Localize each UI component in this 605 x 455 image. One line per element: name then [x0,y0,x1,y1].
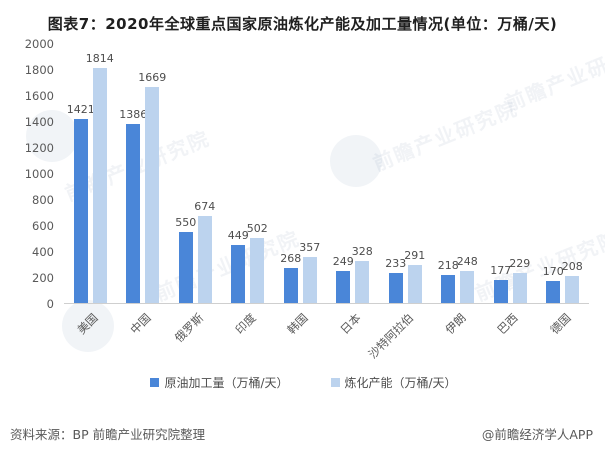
footer: 资料来源：BP 前瞻产业研究院整理 @前瞻经济学人APP [0,418,605,455]
bar[interactable]: 177 [490,264,511,303]
bar[interactable]: 1421 [67,103,95,303]
bar-value-label: 1386 [119,107,148,121]
legend-item[interactable]: 炼化产能（万桶/天） [330,374,457,391]
legend-label: 原油加工量（万桶/天） [164,376,289,390]
x-axis-category-label: 日本 [337,310,364,337]
bar[interactable]: 550 [175,216,196,303]
x-axis-category-label: 德国 [547,310,574,337]
bar[interactable]: 357 [299,241,320,303]
bar-value-label: 249 [332,254,354,268]
bar[interactable]: 1669 [138,71,166,303]
bar-group: 177 229 巴西 [484,44,537,337]
y-tick-label: 1200 [24,141,54,155]
bar[interactable]: 328 [352,245,373,303]
bar-group: 1386 1669 中国 [117,44,170,337]
bar-value-label: 328 [351,244,373,258]
bar[interactable]: 674 [194,200,215,303]
bar-value-label: 229 [509,257,531,271]
plot-area: 1421 1814 美国 1386 1669 中国 550 674 俄罗斯 449 502 印度 268… [64,44,590,361]
y-tick-label: 1400 [24,115,54,129]
bar-group: 1421 1814 美国 [64,44,117,337]
bar[interactable]: 449 [228,229,249,303]
credit-note: @前瞻经济学人APP [481,427,593,442]
y-tick-label: 600 [32,219,54,233]
bar[interactable]: 170 [543,265,564,303]
bar-group: 218 248 伊朗 [432,44,485,337]
bar-value-label: 502 [246,222,268,235]
bar[interactable]: 291 [404,249,425,303]
y-tick-label: 1600 [24,89,54,103]
bar[interactable]: 218 [438,259,459,303]
bar-group: 249 328 日本 [327,44,380,337]
legend-item[interactable]: 原油加工量（万桶/天） [150,374,289,391]
legend-swatch-icon [150,378,160,387]
bar-group: 449 502 印度 [222,44,275,337]
bar-value-label: 674 [194,199,216,213]
bar[interactable]: 248 [457,255,478,303]
bar-value-label: 218 [437,258,459,272]
bar[interactable]: 268 [280,252,301,303]
bar[interactable]: 249 [333,255,354,303]
bar[interactable]: 208 [562,260,583,303]
bar-value-label: 208 [561,260,583,274]
legend-label: 炼化产能（万桶/天） [344,376,457,390]
bar-group: 170 208 德国 [537,44,590,337]
source-note: 资料来源：BP 前瞻产业研究院整理 [10,427,206,442]
bar-value-label: 1669 [138,70,167,84]
x-axis-category-label: 韩国 [284,310,311,337]
bar[interactable]: 233 [385,257,406,303]
bar-value-label: 233 [385,256,407,270]
bar-value-label: 550 [175,215,197,229]
y-axis: 0 200 400 600 800 1000 1200 1400 1600 1800 2000 [18,37,56,311]
legend-swatch-icon [330,378,340,387]
y-tick-label: 400 [32,245,54,259]
bar[interactable]: 1814 [86,52,114,303]
y-tick-label: 800 [32,193,54,207]
chart-area: 0 200 400 600 800 1000 1200 1400 1600 1800 2000 14… [18,37,590,391]
x-axis-category-label: 印度 [232,310,259,337]
bar-group: 268 357 韩国 [274,44,327,337]
bar[interactable]: 229 [509,257,530,303]
bar-value-label: 1421 [66,102,95,116]
y-tick-label: 200 [32,271,54,285]
bar[interactable]: 1386 [119,108,147,303]
x-axis-category-label: 美国 [74,310,101,337]
legend: 原油加工量（万桶/天） 炼化产能（万桶/天） [18,374,589,391]
x-axis-category-label: 中国 [127,310,154,337]
x-axis-category-label: 沙特阿拉伯 [365,310,416,362]
bar-value-label: 248 [456,254,478,268]
bar-value-label: 177 [490,264,512,278]
y-tick-label: 0 [46,297,54,311]
bar-group: 233 291 沙特阿拉伯 [365,44,432,361]
bar-value-label: 357 [299,240,321,254]
bar-value-label: 449 [227,228,249,242]
y-tick-label: 1800 [24,63,54,77]
bar[interactable]: 502 [247,222,268,303]
x-axis-category-label: 俄罗斯 [171,310,206,346]
x-axis-category-label: 伊朗 [442,310,469,337]
y-tick-label: 1000 [24,167,54,181]
x-axis-category-label: 巴西 [494,310,521,337]
bar-value-label: 170 [542,265,564,278]
bar-value-label: 268 [280,252,302,266]
bar-group: 550 674 俄罗斯 [169,44,222,345]
bar-value-label: 291 [404,249,426,263]
bar-value-label: 1814 [85,52,114,66]
y-tick-label: 2000 [24,37,54,51]
chart-title: 图表7：2020年全球重点国家原油炼化产能及加工量情况(单位：万桶/天) [47,15,558,33]
